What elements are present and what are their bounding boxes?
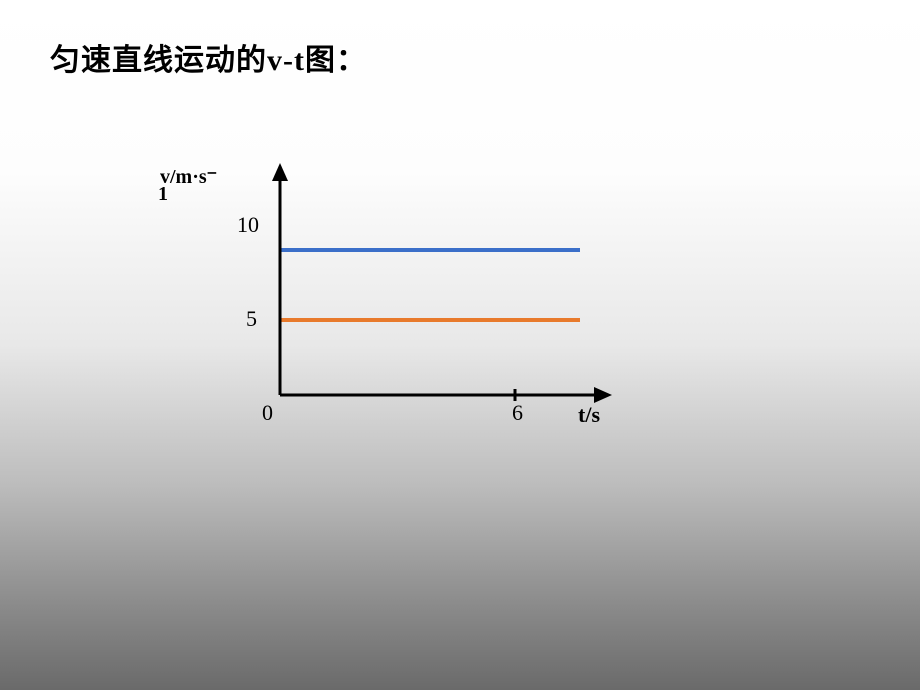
- origin-label: 0: [262, 400, 273, 426]
- y-axis-label-sub: 1: [158, 183, 168, 205]
- y-tick-5: 5: [246, 306, 257, 332]
- y-axis-arrow: [272, 163, 288, 181]
- x-axis-arrow: [594, 387, 612, 403]
- y-axis-label-main: v/m·s⁻: [160, 166, 217, 188]
- y-axis-label: v/m·s⁻ 1: [160, 164, 217, 212]
- x-axis-label: t/s: [578, 402, 600, 428]
- vt-chart: v/m·s⁻ 1 t/s 10 5 0 6: [160, 160, 640, 460]
- chart-svg: [160, 160, 640, 460]
- page-title: 匀速直线运动的v-t图：: [50, 35, 367, 79]
- y-tick-10: 10: [237, 212, 259, 238]
- x-tick-6: 6: [512, 400, 523, 426]
